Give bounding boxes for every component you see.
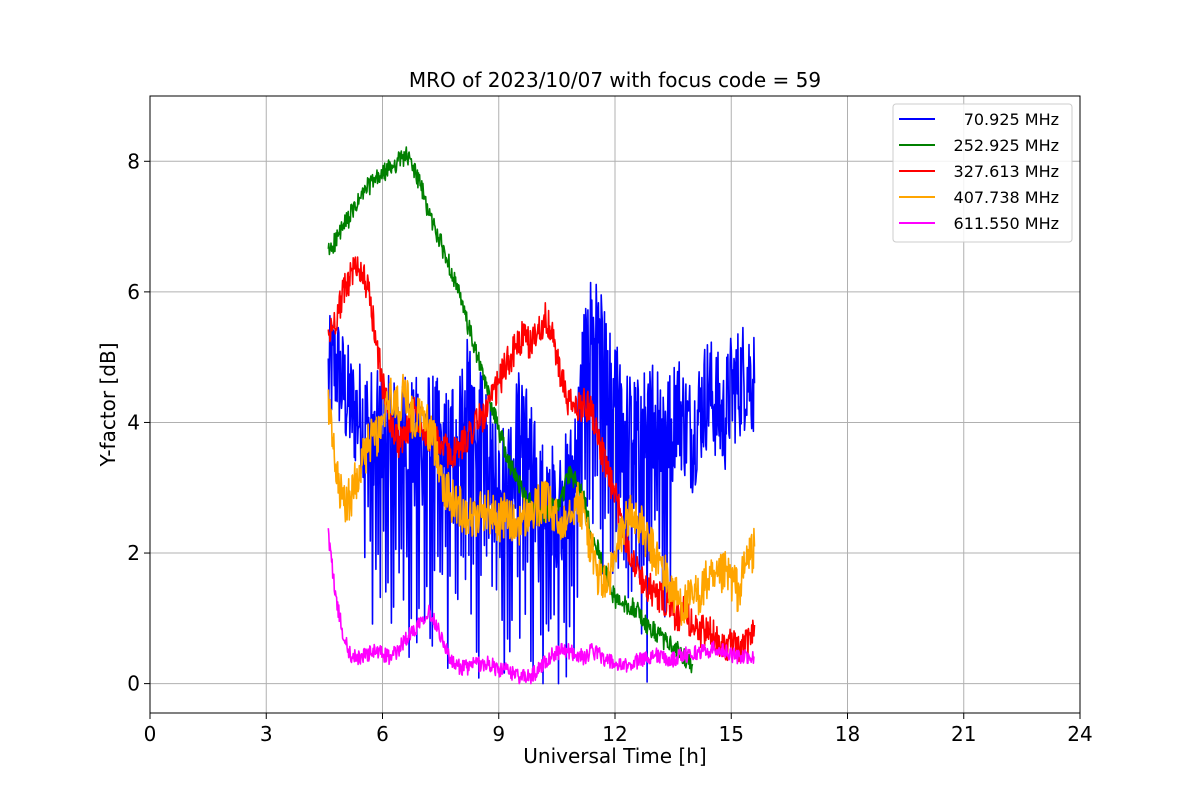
x-tick-label: 18 <box>835 722 860 746</box>
series-line-2 <box>327 146 694 674</box>
y-axis-label: Y-factor [dB] <box>96 342 120 467</box>
legend-label: 252.925 MHz <box>954 136 1059 155</box>
legend-box <box>892 103 1073 243</box>
x-tick-label: 15 <box>719 722 744 746</box>
y-tick-label: 4 <box>127 410 140 434</box>
x-tick-label: 0 <box>144 722 157 746</box>
legend-label: 611.550 MHz <box>954 214 1059 233</box>
y-tick-label: 2 <box>127 541 140 565</box>
x-tick-label: 24 <box>1067 722 1092 746</box>
legend-label: 70.925 MHz <box>964 110 1059 129</box>
x-tick-label: 6 <box>376 722 389 746</box>
x-tick-label: 9 <box>492 722 505 746</box>
series-line-4 <box>327 373 756 626</box>
series-line-5 <box>327 528 755 685</box>
legend: 70.925 MHz 252.925 MHz 327.613 MHz 407.738 … <box>892 103 1073 243</box>
y-tick-label: 0 <box>127 672 140 696</box>
series-line-3 <box>327 256 756 663</box>
series-layer <box>327 146 756 685</box>
legend-label: 327.613 MHz <box>954 162 1059 181</box>
y-tick-label: 8 <box>127 149 140 173</box>
x-tick-label: 12 <box>602 722 627 746</box>
x-axis-label: Universal Time [h] <box>523 744 706 768</box>
legend-label: 407.738 MHz <box>954 188 1059 207</box>
x-tick-label: 3 <box>260 722 273 746</box>
x-tick-label: 21 <box>951 722 976 746</box>
series-line-1 <box>327 281 756 685</box>
chart-title: MRO of 2023/10/07 with focus code = 59 <box>409 68 821 92</box>
y-tick-label: 6 <box>127 280 140 304</box>
